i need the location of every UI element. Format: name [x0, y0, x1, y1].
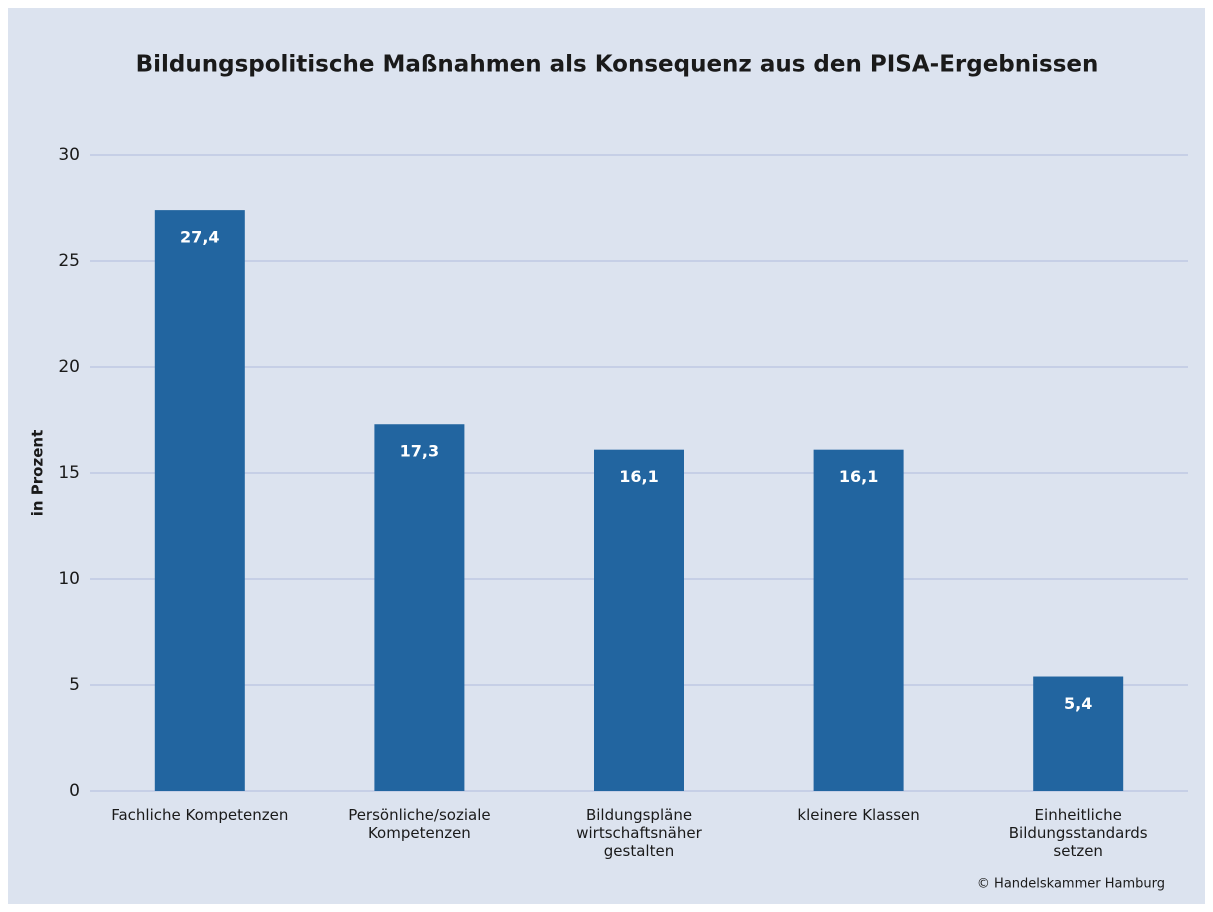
y-tick-label: 0 — [69, 781, 80, 801]
source: © Handelskammer Hamburg — [977, 877, 1165, 892]
chart-title: Bildungspolitische Maßnahmen als Konsequ… — [136, 52, 1099, 78]
y-tick-label: 25 — [58, 251, 80, 271]
y-tick-label: 15 — [58, 463, 80, 483]
x-tick-label: Bildungspläne wirtschaftsnäher gestalten — [576, 806, 702, 860]
value-label: 16,1 — [619, 467, 658, 486]
y-tick-label: 20 — [58, 357, 80, 377]
bar — [1033, 676, 1124, 791]
bar — [813, 449, 904, 791]
bar — [374, 424, 465, 791]
value-label: 17,3 — [400, 442, 439, 461]
bar — [594, 449, 684, 791]
x-tick-label: Persönliche/soziale Kompetenzen — [348, 806, 491, 842]
y-tick-label: 10 — [58, 569, 80, 589]
value-label: 27,4 — [180, 228, 219, 247]
y-axis-label: in Prozent — [29, 430, 47, 517]
y-tick-label: 30 — [58, 145, 80, 165]
x-tick-label: Fachliche Kompetenzen — [111, 806, 289, 824]
value-label: 5,4 — [1064, 694, 1092, 713]
x-tick-label: kleinere Klassen — [797, 806, 920, 824]
bar — [154, 210, 245, 791]
y-tick-label: 5 — [69, 675, 80, 695]
value-label: 16,1 — [839, 467, 878, 486]
x-tick-label: Einheitliche Bildungsstandards setzen — [1008, 806, 1148, 860]
